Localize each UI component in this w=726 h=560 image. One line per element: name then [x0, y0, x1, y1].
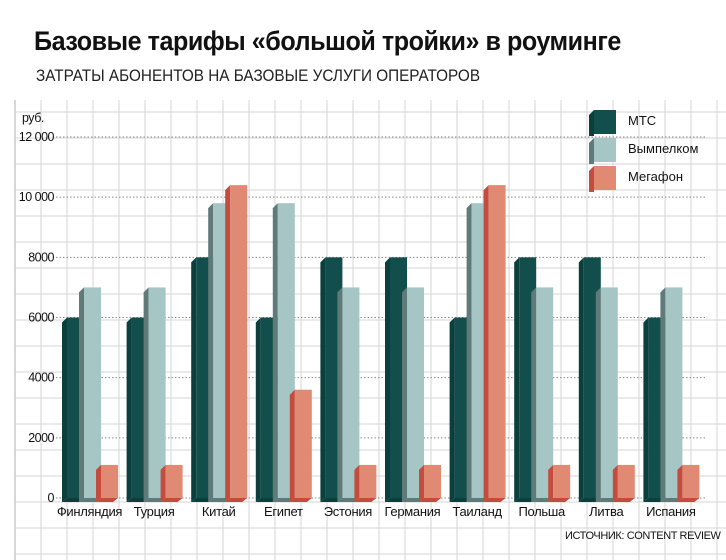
legend-label: МТС: [628, 113, 656, 128]
bar-megafon: [548, 464, 571, 502]
y-tick-label: 12 000: [19, 130, 55, 144]
x-category-label: Литва: [589, 504, 624, 519]
bar-megafon: [160, 464, 183, 502]
x-category-label: Египет: [264, 504, 303, 519]
x-axis-labels: Финляндия Турция Китай Египет Эстония Германи…: [57, 504, 696, 519]
y-axis-ticks: 0 2000 4000 6000 8000 10 000 12 000: [19, 130, 55, 505]
bar-vimpelcom: [143, 287, 166, 502]
x-category-label: Турция: [134, 504, 175, 519]
bars: [62, 185, 700, 502]
bar-megafon: [419, 464, 441, 502]
legend-swatch: [594, 110, 616, 134]
legend-label: Мегафон: [628, 169, 683, 184]
y-tick-label: 8000: [28, 250, 54, 264]
bar-megafon: [96, 464, 118, 502]
x-category-label: Таиланд: [452, 504, 502, 519]
legend-item: МТС: [589, 110, 656, 136]
x-category-label: Китай: [202, 504, 236, 519]
legend-item: Мегафон: [589, 166, 683, 192]
legend-swatch: [594, 166, 616, 190]
bar-megafon: [483, 185, 506, 502]
bar-megafon: [225, 185, 248, 502]
x-category-label: Польша: [518, 504, 566, 519]
source-note: ИСТОЧНИК: CONTENT REVIEW: [565, 530, 721, 542]
legend-swatch: [594, 138, 616, 162]
x-category-label: Испания: [646, 504, 696, 519]
chart-title: Базовые тарифы «большой тройки» в роумин…: [34, 26, 621, 56]
legend-swatch: [589, 166, 594, 192]
y-tick-label: 4000: [28, 371, 54, 385]
x-category-label: Эстония: [324, 504, 373, 519]
bar-megafon: [354, 464, 377, 502]
bar-megafon: [677, 464, 700, 502]
legend-item: Вымпелком: [589, 138, 698, 164]
y-tick-label: 10 000: [19, 190, 55, 204]
chart-subtitle: ЗАТРАТЫ АБОНЕНТОВ НА БАЗОВЫЕ УСЛУГИ ОПЕР…: [36, 66, 481, 85]
bar-vimpelcom: [79, 287, 101, 502]
bar-vimpelcom: [531, 287, 554, 502]
y-axis-unit-label: руб.: [22, 111, 44, 125]
y-tick-label: 2000: [28, 431, 54, 445]
y-tick-label: 6000: [28, 311, 54, 325]
bar-vimpelcom: [337, 287, 360, 502]
bar-megafon: [612, 464, 635, 502]
x-category-label: Германия: [385, 504, 441, 519]
legend-label: Вымпелком: [628, 141, 698, 156]
legend-swatch: [589, 138, 594, 164]
bar-vimpelcom: [595, 287, 618, 502]
y-tick-label: 0: [48, 491, 55, 505]
bar-megafon: [289, 389, 312, 502]
bar-vimpelcom: [402, 287, 424, 502]
x-category-label: Финляндия: [57, 504, 123, 519]
bar-vimpelcom: [660, 287, 683, 502]
legend-swatch: [589, 110, 594, 136]
legend: МТС Вымпелком Мегафон: [589, 110, 698, 192]
